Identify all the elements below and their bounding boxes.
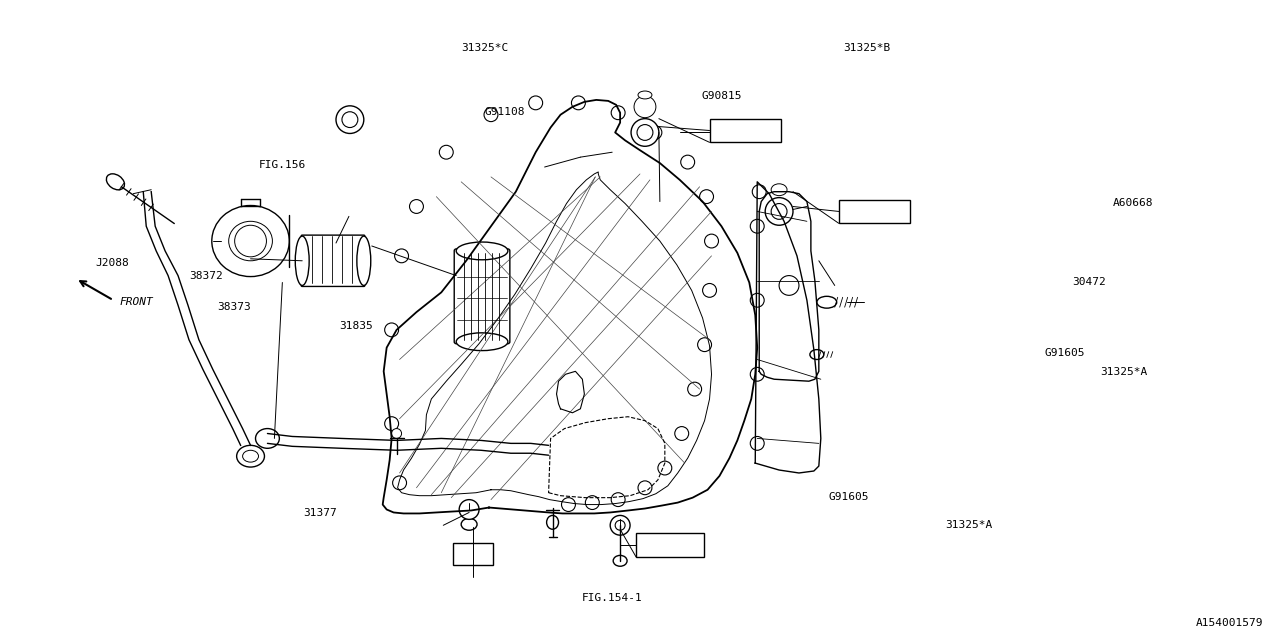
Circle shape: [616, 520, 625, 530]
Text: G90815: G90815: [701, 91, 741, 100]
Ellipse shape: [461, 518, 477, 530]
Circle shape: [393, 476, 407, 490]
Circle shape: [394, 249, 408, 263]
Circle shape: [771, 204, 787, 220]
Ellipse shape: [256, 429, 279, 448]
Text: 31325*B: 31325*B: [844, 44, 891, 53]
Circle shape: [687, 382, 701, 396]
Text: 31835: 31835: [339, 321, 372, 332]
Circle shape: [631, 118, 659, 147]
Circle shape: [562, 498, 576, 511]
Circle shape: [392, 429, 402, 438]
Ellipse shape: [637, 91, 652, 99]
FancyBboxPatch shape: [301, 235, 365, 287]
Circle shape: [385, 417, 398, 431]
Circle shape: [634, 96, 655, 118]
Text: 31325*A: 31325*A: [1101, 367, 1148, 377]
Circle shape: [681, 155, 695, 169]
Ellipse shape: [211, 205, 289, 276]
Text: FIG.154-1: FIG.154-1: [581, 593, 643, 603]
Ellipse shape: [296, 236, 310, 285]
Ellipse shape: [456, 242, 508, 260]
Ellipse shape: [237, 445, 265, 467]
Circle shape: [611, 493, 625, 506]
Ellipse shape: [106, 174, 124, 190]
Text: 30472: 30472: [1073, 277, 1106, 287]
Text: G91605: G91605: [828, 492, 869, 502]
Text: A154001579: A154001579: [1196, 618, 1263, 628]
Circle shape: [611, 106, 625, 120]
Circle shape: [704, 234, 718, 248]
Circle shape: [410, 200, 424, 213]
Ellipse shape: [771, 184, 787, 196]
Ellipse shape: [817, 296, 837, 308]
Circle shape: [571, 96, 585, 110]
Circle shape: [611, 515, 630, 535]
Text: 31377: 31377: [303, 508, 338, 518]
Circle shape: [585, 496, 599, 509]
Circle shape: [529, 96, 543, 110]
Ellipse shape: [613, 556, 627, 566]
Circle shape: [460, 500, 479, 520]
Text: 38372: 38372: [189, 271, 223, 281]
Text: J2088: J2088: [96, 258, 129, 268]
Text: FIG.156: FIG.156: [259, 160, 306, 170]
Text: FRONT: FRONT: [119, 297, 154, 307]
Circle shape: [234, 225, 266, 257]
Circle shape: [750, 367, 764, 381]
Circle shape: [753, 185, 767, 198]
Circle shape: [637, 125, 653, 140]
Ellipse shape: [357, 236, 371, 285]
Circle shape: [342, 112, 358, 127]
Circle shape: [750, 293, 764, 307]
Circle shape: [439, 145, 453, 159]
Text: 38373: 38373: [218, 302, 251, 312]
Circle shape: [637, 481, 652, 495]
Text: A60668: A60668: [1114, 198, 1153, 208]
Ellipse shape: [456, 333, 508, 351]
Circle shape: [698, 338, 712, 351]
Ellipse shape: [810, 349, 824, 360]
Circle shape: [750, 220, 764, 233]
Circle shape: [648, 125, 662, 140]
Circle shape: [765, 198, 794, 225]
FancyBboxPatch shape: [454, 249, 509, 344]
Circle shape: [703, 284, 717, 298]
Circle shape: [484, 108, 498, 122]
Text: 31325*C: 31325*C: [461, 44, 508, 53]
Text: 31325*A: 31325*A: [945, 520, 992, 531]
Text: G91605: G91605: [1044, 348, 1085, 358]
Circle shape: [658, 461, 672, 475]
Circle shape: [675, 427, 689, 440]
Circle shape: [335, 106, 364, 134]
Circle shape: [385, 323, 398, 337]
Circle shape: [750, 436, 764, 451]
Text: G91108: G91108: [485, 106, 525, 116]
Circle shape: [700, 189, 713, 204]
